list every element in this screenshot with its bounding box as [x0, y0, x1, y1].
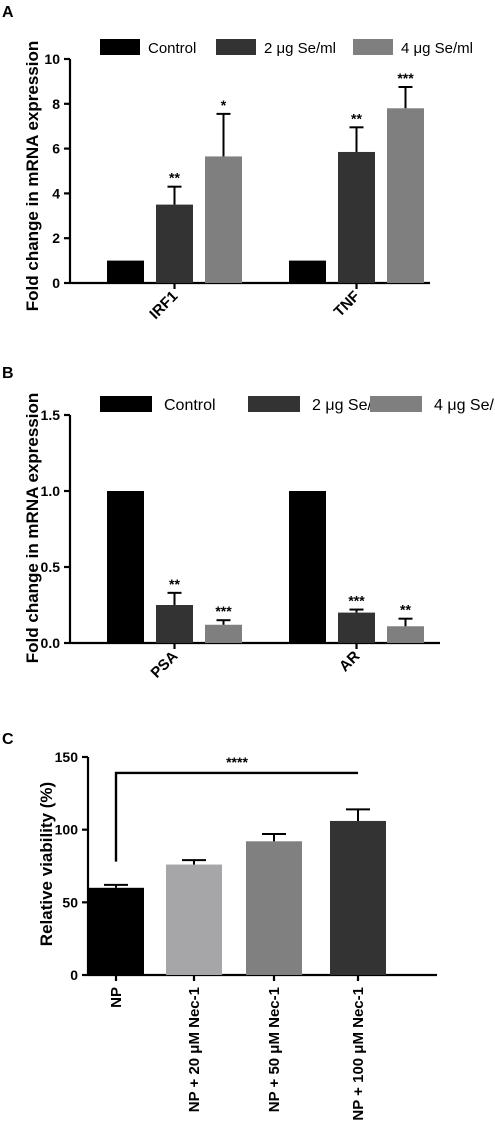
x-tick-label: PSA — [147, 648, 181, 682]
panel-a-ylabel: Fold change in mRNA expression — [23, 41, 42, 311]
legend-swatch-control — [100, 39, 140, 55]
x-tick-label: AR — [336, 648, 363, 675]
y-tick-label: 0 — [70, 967, 78, 983]
significance-label: *** — [397, 70, 414, 86]
legend-swatch-2ug — [248, 396, 300, 412]
bar — [107, 260, 144, 283]
legend-label-control: Control — [164, 397, 216, 414]
legend-label-2ug: 2 μg Se/ml — [312, 397, 389, 414]
panel-b-legend: Control 2 μg Se/ml 4 μg Se/ml — [100, 396, 495, 414]
y-tick-label: 4 — [52, 185, 60, 201]
y-tick-label: 100 — [55, 822, 79, 838]
bar — [246, 841, 302, 975]
legend-label-4ug: 4 μg Se/ml — [401, 40, 473, 57]
y-tick-label: 1.0 — [41, 483, 61, 499]
panel-b-ylabel: Fold change in mRNA expression — [23, 393, 42, 663]
significance-label: *** — [348, 593, 365, 609]
bar — [289, 491, 326, 643]
bar — [289, 260, 326, 283]
bar — [330, 820, 386, 975]
significance-label: **** — [226, 754, 248, 770]
legend-swatch-4ug — [353, 39, 393, 55]
bar — [387, 626, 424, 643]
panel-c-letter: C — [2, 731, 14, 748]
legend-label-control: Control — [148, 40, 196, 57]
significance-label: ** — [351, 110, 362, 126]
panel-c-ylabel: Relative viability (%) — [37, 782, 56, 946]
significance-bracket — [114, 771, 358, 862]
bar — [156, 204, 193, 283]
y-tick-label: 0.0 — [41, 635, 61, 651]
legend-swatch-control — [100, 396, 152, 412]
bar — [88, 887, 144, 975]
y-tick-label: 8 — [52, 96, 60, 112]
panel-b-letter: B — [2, 365, 14, 382]
bar — [338, 151, 375, 283]
panel-a-letter: A — [2, 4, 14, 21]
x-tick-label: NP + 100 μM Nec-1 — [350, 987, 367, 1121]
significance-label: *** — [215, 603, 232, 619]
panel-a: A Fold change in mRNA expression Control… — [2, 4, 473, 323]
significance-label: ** — [169, 576, 180, 592]
legend-label-4ug: 4 μg Se/ml — [434, 397, 495, 414]
x-tick-label: IRF1 — [146, 288, 181, 323]
y-tick-label: 6 — [52, 141, 60, 157]
panel-c: C Relative viability (%) 0 50 100 150 NP NP +… — [2, 731, 437, 1121]
x-tick-label: NP — [108, 987, 125, 1008]
panel-c-plot: 0 50 100 150 NP NP + 20 μM Nec-1 NP + 50 μM Ne… — [55, 749, 437, 1121]
panel-a-legend: Control 2 μg Se/ml 4 μg Se/ml — [100, 39, 473, 57]
legend-swatch-2ug — [216, 39, 256, 55]
significance-label: ** — [400, 602, 411, 618]
significance-label: * — [221, 97, 227, 113]
bar — [205, 624, 242, 643]
bar — [107, 491, 144, 643]
y-tick-label: 2 — [52, 230, 60, 246]
legend-label-2ug: 2 μg Se/ml — [264, 40, 336, 57]
significance-label: ** — [169, 170, 180, 186]
panel-b: B Fold change in mRNA expression Control… — [2, 365, 495, 682]
bar — [166, 864, 222, 975]
y-tick-label: 0.5 — [41, 559, 61, 575]
bar — [387, 108, 424, 283]
y-tick-label: 10 — [44, 51, 60, 67]
bar — [205, 156, 242, 283]
legend-swatch-4ug — [370, 396, 422, 412]
x-tick-label: TNF — [331, 288, 364, 321]
panel-b-plot: 0.00.51.01.5*****PSA*****AR — [41, 407, 440, 682]
bar — [338, 612, 375, 643]
y-tick-label: 1.5 — [41, 407, 61, 423]
x-tick-label: NP + 50 μM Nec-1 — [266, 987, 283, 1112]
y-tick-label: 0 — [52, 275, 60, 291]
y-tick-label: 150 — [55, 749, 79, 765]
y-tick-label: 50 — [62, 894, 78, 910]
bar — [156, 605, 193, 643]
x-tick-label: NP + 20 μM Nec-1 — [186, 987, 203, 1112]
